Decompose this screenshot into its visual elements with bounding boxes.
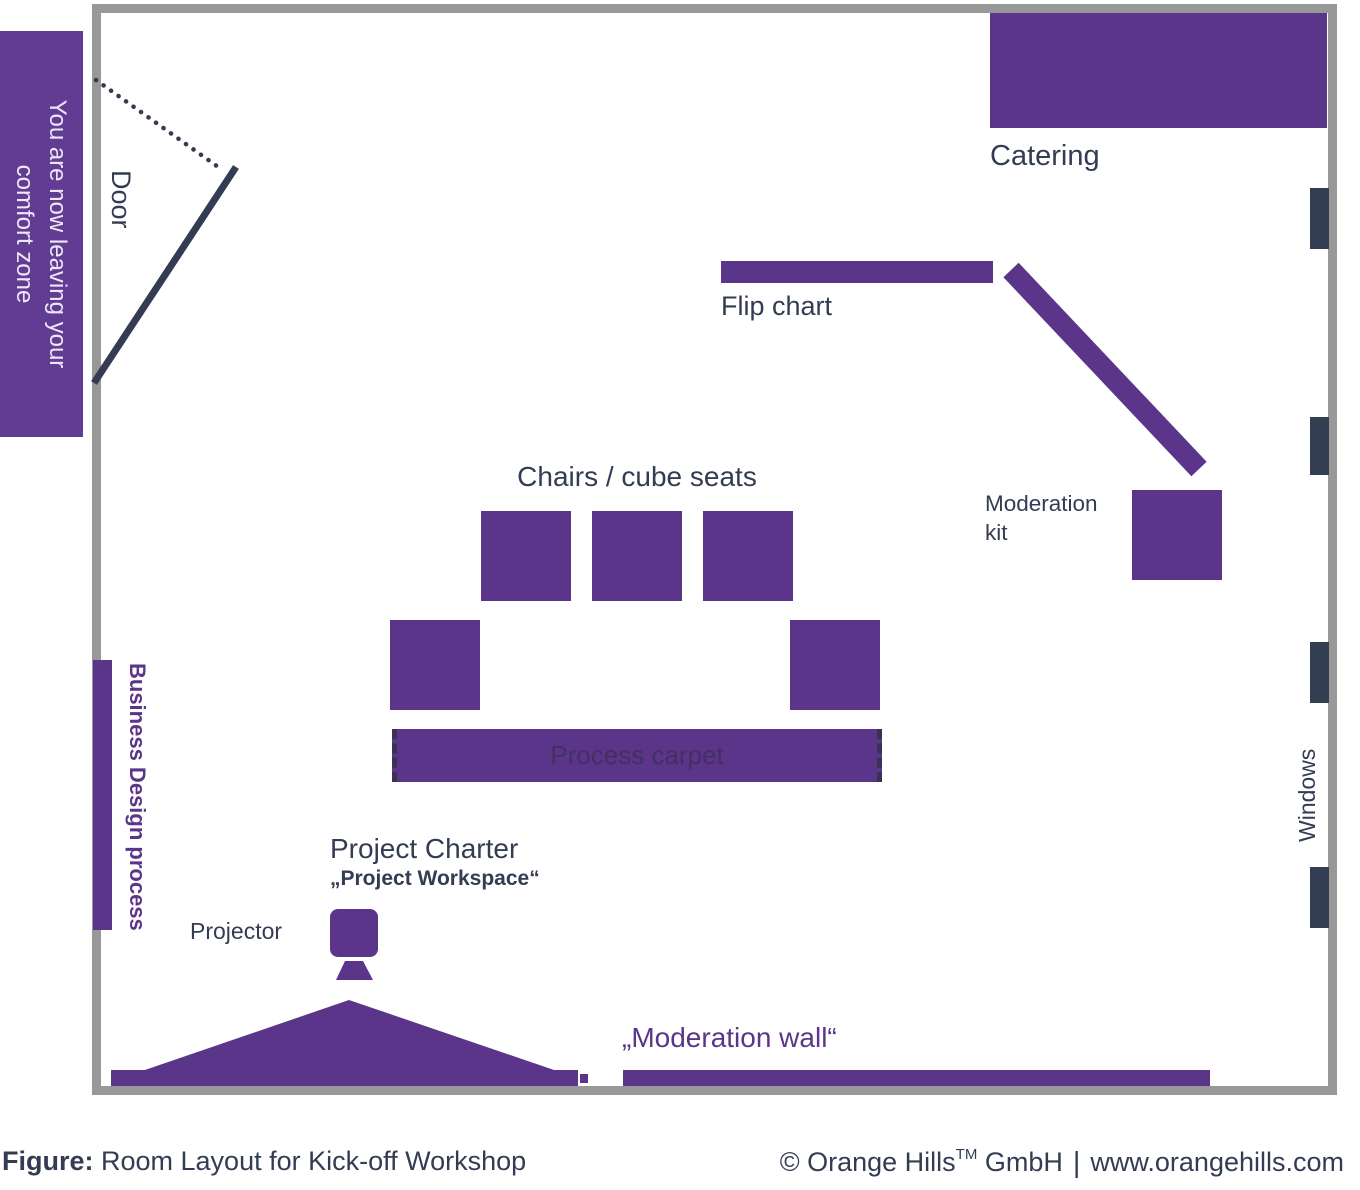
projection-wall-bar xyxy=(111,1070,578,1086)
figure-caption-prefix: Figure: xyxy=(2,1146,94,1176)
catering-table xyxy=(990,13,1327,128)
chairs-label: Chairs / cube seats xyxy=(517,461,757,492)
window-pane xyxy=(1310,417,1329,475)
trademark-symbol: TM xyxy=(955,1146,978,1163)
project-workspace-subtitle: „Project Workspace“ xyxy=(330,867,540,890)
projector-label: Projector xyxy=(190,918,283,944)
process-carpet: Process carpet xyxy=(392,729,882,782)
chair-cube-seat xyxy=(390,620,480,710)
moderation-kit-label-line-2: kit xyxy=(985,520,1008,545)
credit-line: © Orange HillsTM GmbH | www.orangehills.co… xyxy=(780,1146,1344,1179)
business-design-label: Business Design process xyxy=(125,663,150,931)
projector-body xyxy=(330,909,378,957)
moderation-kit-label-line-1: Moderation xyxy=(985,491,1098,516)
chair-cube-seat xyxy=(790,620,880,710)
figure-footer: Figure: Room Layout for Kick-off Worksho… xyxy=(0,1144,1360,1184)
chair-cube-seat xyxy=(592,511,682,601)
catering-label: Catering xyxy=(990,140,1100,172)
windows-label: Windows xyxy=(1294,748,1320,842)
process-carpet-label: Process carpet xyxy=(550,740,724,770)
comfort-zone-banner: You are now leaving your comfort zone xyxy=(0,31,83,437)
credit-company: © Orange Hills xyxy=(779,1147,956,1177)
door-label: Door xyxy=(106,170,136,229)
credit-company-suffix: GmbH xyxy=(977,1147,1063,1177)
moderation-kit-label: Moderation kit xyxy=(985,489,1098,547)
moderation-kit-box xyxy=(1132,490,1222,580)
banner-line-2: comfort zone xyxy=(11,164,39,304)
window-pane xyxy=(1310,188,1329,249)
moderation-wall-label: „Moderation wall“ xyxy=(622,1022,837,1053)
banner-line-1: You are now leaving your xyxy=(44,99,72,369)
chair-cube-seat xyxy=(703,511,793,601)
flip-chart-label: Flip chart xyxy=(721,291,833,321)
business-design-bar xyxy=(93,660,112,930)
figure-caption-text: Room Layout for Kick-off Workshop xyxy=(93,1146,527,1176)
credit-website-link[interactable]: www.orangehills.com xyxy=(1090,1147,1344,1177)
chair-cube-seat xyxy=(481,511,571,601)
window-pane xyxy=(1310,642,1329,703)
project-charter-title: Project Charter xyxy=(330,833,519,864)
figure-caption: Figure: Room Layout for Kick-off Worksho… xyxy=(2,1146,526,1177)
wall-bar-dash xyxy=(580,1074,588,1083)
moderation-wall-bar xyxy=(623,1070,1210,1086)
flip-chart-board xyxy=(721,261,993,283)
window-pane xyxy=(1310,867,1329,928)
credit-separator: | xyxy=(1072,1147,1081,1179)
